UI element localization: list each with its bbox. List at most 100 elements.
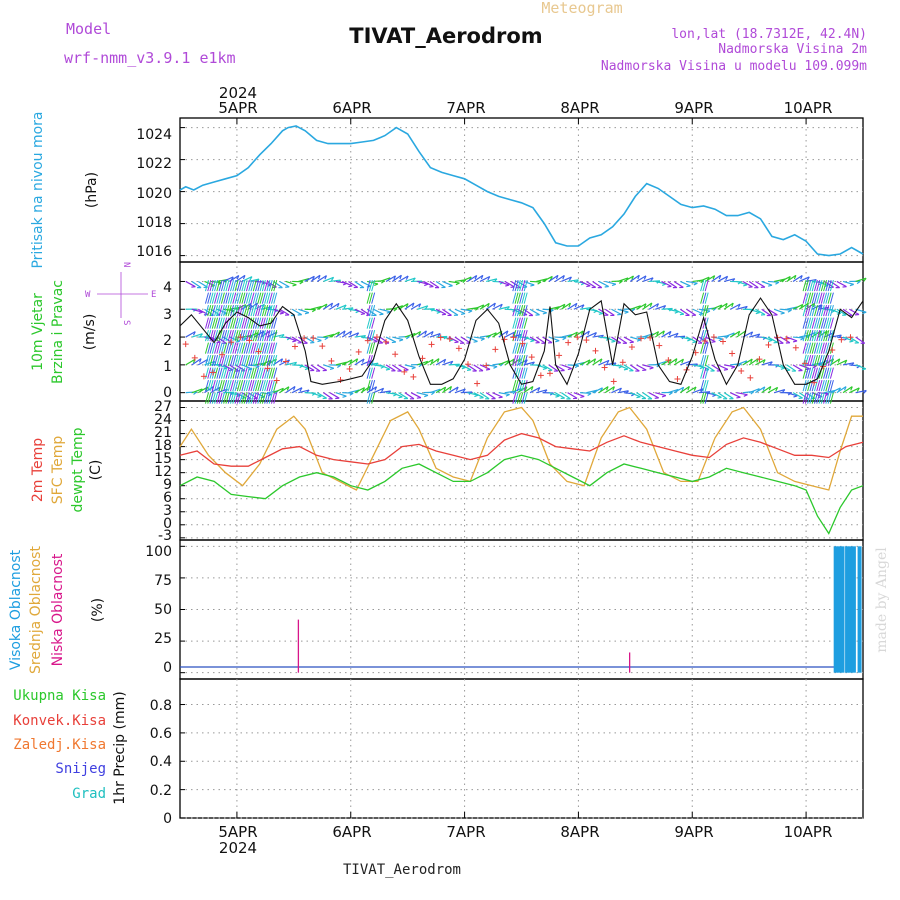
wind-barb-head [455, 282, 460, 286]
wind-barb [248, 304, 253, 317]
temperature-tick-label: 18 [154, 438, 172, 454]
bottom-day-label: 7APR [446, 823, 485, 841]
wind-barb [636, 392, 647, 399]
wind-barb [742, 358, 753, 366]
wind-barb [555, 336, 567, 339]
wind-barb [523, 292, 528, 304]
wind-barb [210, 386, 221, 394]
wind-barb [809, 342, 814, 354]
wind-barb [230, 279, 234, 292]
wind-barb-head [542, 367, 547, 370]
wind-barb-head [430, 359, 434, 364]
wind-barb [730, 392, 741, 398]
wind-barb [702, 392, 707, 404]
wind-barb [761, 308, 772, 316]
wind-barb-head [856, 387, 860, 392]
wind-barb [252, 279, 257, 292]
wind-barb-head [192, 331, 196, 336]
wind-barb [270, 329, 275, 342]
wind-barb-head [249, 276, 253, 281]
wind-barb [335, 330, 346, 338]
wind-barb [448, 363, 460, 366]
wind-barb [605, 362, 617, 366]
wind-barb [225, 392, 230, 404]
wind-barb-head [606, 360, 610, 365]
wind-barb [241, 329, 246, 342]
wind-barb [579, 280, 591, 287]
wind-barb-head [681, 358, 685, 364]
wind-barb-head [712, 275, 716, 280]
wind-barb [473, 304, 485, 310]
wind-barb [521, 367, 526, 379]
wind-barb [273, 280, 283, 289]
wind-barb [820, 354, 825, 367]
wind-barb [804, 279, 809, 292]
wind-barb-head [500, 362, 504, 367]
wind-barb [216, 392, 221, 404]
wind-barb [473, 392, 484, 399]
wind-barb [467, 336, 478, 342]
wind-barb [371, 329, 376, 342]
wind-barb [268, 329, 273, 342]
legend-total-rain: Ukupna Kisa [13, 688, 106, 704]
wind-barb [245, 380, 250, 392]
wind-barb [261, 367, 266, 379]
wind-barb-head [193, 391, 198, 395]
wind-barb [273, 367, 278, 379]
wind-barb [542, 308, 554, 311]
wind-barb [780, 308, 792, 311]
wind-barb [257, 317, 262, 329]
wind-barb [316, 364, 327, 371]
wind-barb [820, 292, 825, 304]
wind-barb [216, 304, 221, 317]
wind-barb-head [399, 339, 404, 342]
wind-barb [823, 304, 828, 317]
wind-barb [842, 386, 853, 394]
wind-barb-head [837, 358, 841, 363]
cloud-unit-label: (%) [90, 598, 106, 622]
wind-barb [366, 317, 371, 329]
wind-barb [774, 364, 785, 369]
wind-tick-label: 1 [163, 359, 172, 375]
cloud-bars [297, 546, 862, 673]
wind-barb [761, 361, 773, 366]
wind-barb [261, 342, 266, 354]
wind-barb [519, 292, 524, 304]
wind-barb [519, 279, 524, 292]
wind-compass: N S W E [85, 262, 156, 325]
wind-barb [259, 279, 264, 292]
wind-barb [323, 333, 335, 338]
wind-barb [211, 392, 216, 404]
wind-barb [617, 364, 629, 370]
wind-barb-head [612, 386, 615, 391]
wind-barb [214, 304, 219, 317]
wind-barb [512, 279, 517, 292]
wind-barb [809, 317, 814, 329]
wind-barb-head [242, 275, 246, 280]
wind-barb-head [317, 339, 322, 343]
wind-barb [223, 367, 228, 379]
wind-barb [521, 279, 526, 292]
wind-barb [802, 329, 807, 342]
wind-barb-head [479, 397, 484, 399]
wind-barb [248, 392, 253, 404]
wind-barb [241, 279, 246, 292]
wind-barb [279, 359, 290, 366]
wind-barb [255, 367, 260, 379]
wind-barb-head [800, 275, 803, 280]
wind-barb [536, 308, 547, 314]
wind-barb [816, 380, 821, 392]
wind-barb [368, 304, 373, 317]
bottom-day-label: 6APR [332, 823, 371, 841]
wind-barb [236, 342, 241, 354]
wind-barb [252, 304, 257, 317]
cloud-tick-label: 100 [145, 544, 172, 560]
wind-barb [223, 279, 228, 292]
pressure-unit-label: (hPa) [84, 172, 100, 208]
wind-barb [561, 364, 572, 370]
wind-barb-head [700, 388, 704, 393]
wind-barb [723, 302, 734, 310]
wind-barb [855, 389, 867, 394]
wind-barb [521, 354, 526, 367]
wind-barb [680, 280, 691, 287]
